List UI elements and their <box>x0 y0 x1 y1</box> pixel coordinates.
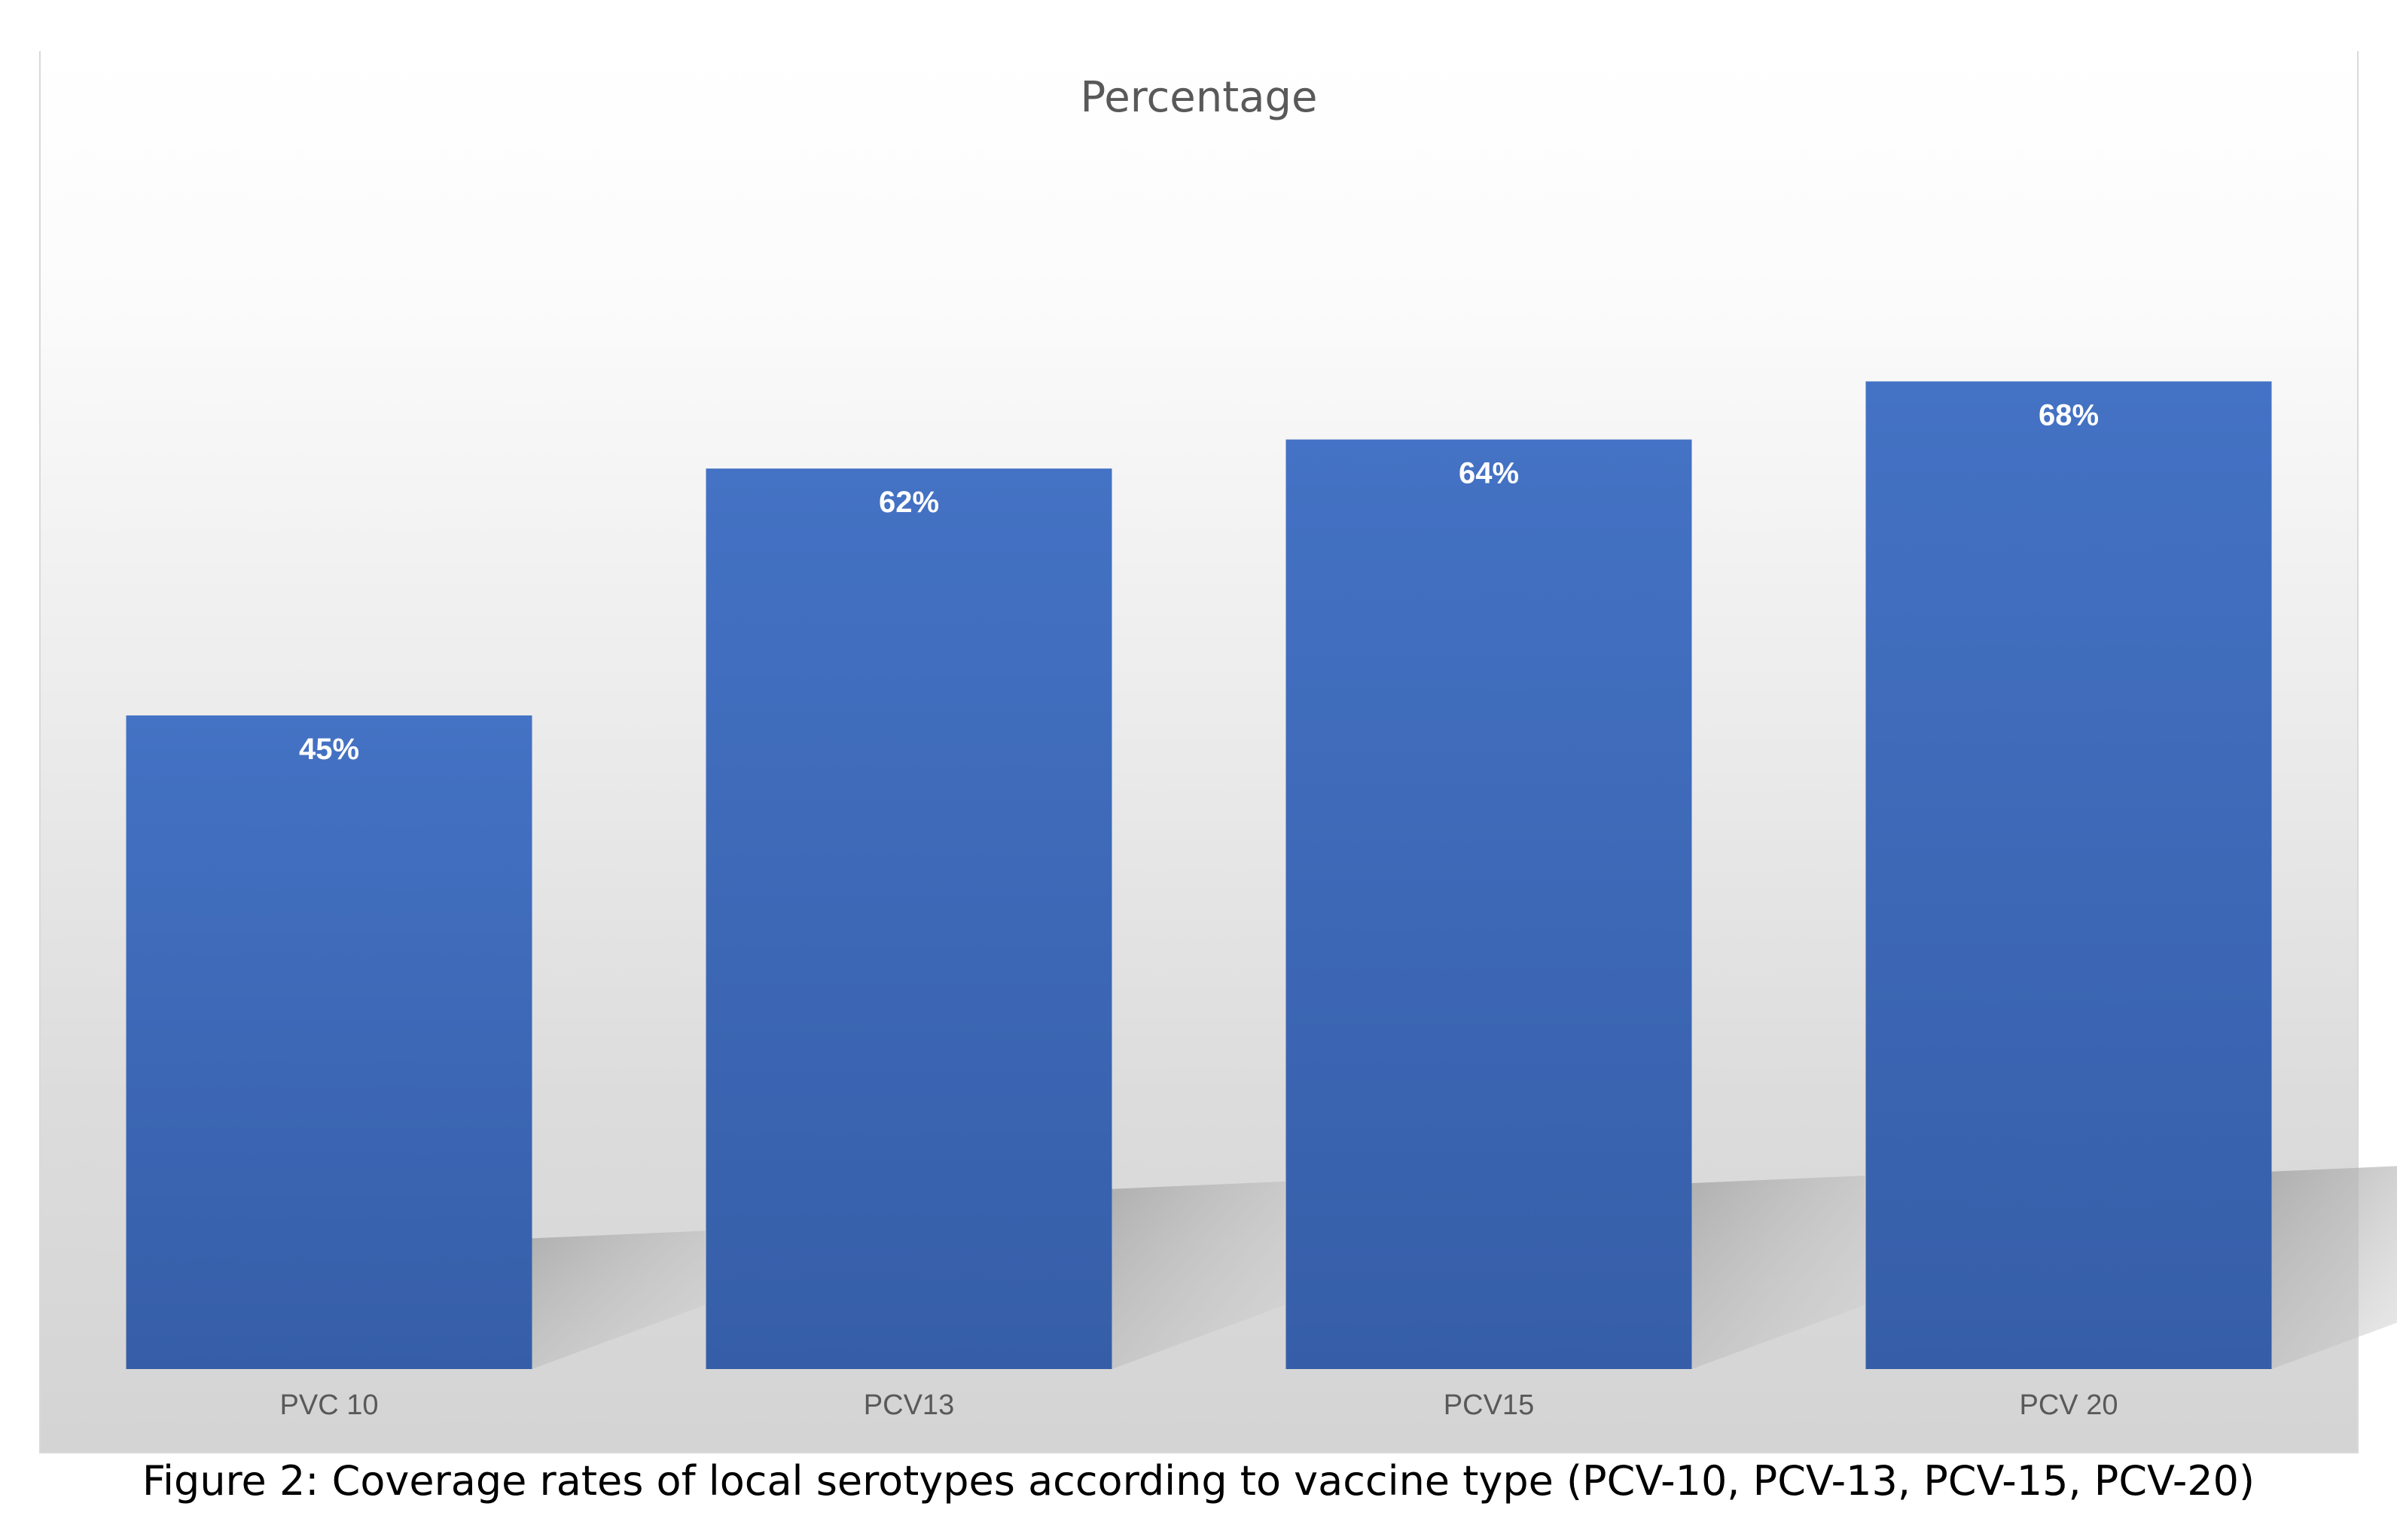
figure-caption: Figure 2: Coverage rates of local seroty… <box>142 1457 2255 1505</box>
data-label: 68% <box>2039 398 2099 432</box>
chart-title: Percentage <box>1080 73 1317 122</box>
data-label: 62% <box>879 486 939 519</box>
bar-shadow <box>2271 1166 2397 1369</box>
data-label: 45% <box>299 733 359 766</box>
data-labels: 45% 62% 64% 68% <box>299 398 2099 766</box>
bar-pcv13 <box>706 468 1112 1370</box>
x-tick-label: PCV15 <box>1444 1389 1534 1421</box>
data-label: 64% <box>1459 457 1519 490</box>
x-axis-tick-labels: PVC 10 PCV13 PCV15 PCV 20 <box>280 1389 2118 1421</box>
bar-shadow <box>1112 1181 1285 1369</box>
x-tick-label: PCV13 <box>864 1389 954 1421</box>
x-tick-label: PCV 20 <box>2020 1389 2118 1421</box>
bar-shadows <box>532 1166 2397 1369</box>
bars <box>126 381 2272 1370</box>
bar-shadow <box>532 1230 706 1369</box>
bar-shadow <box>1691 1176 1865 1369</box>
bar-pvc-10 <box>126 715 532 1369</box>
bar-pcv-20 <box>1865 381 2272 1370</box>
x-tick-label: PVC 10 <box>280 1389 379 1421</box>
bar-pcv15 <box>1285 439 1692 1370</box>
